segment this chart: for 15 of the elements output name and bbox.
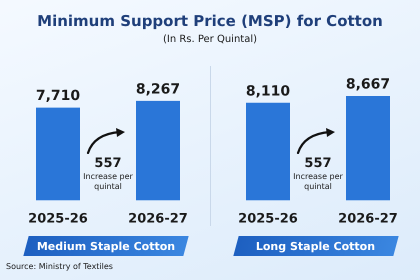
data-label: 8,667 <box>346 76 390 93</box>
x-tick-label: 2025-26 <box>28 212 88 227</box>
x-tick-label: 2026-27 <box>128 212 188 227</box>
data-label: 8,267 <box>136 82 180 98</box>
chart-subtitle: (In Rs. Per Quintal) <box>162 34 258 45</box>
annotation: 557 Increase per quintal <box>82 156 134 192</box>
data-label: 7,710 <box>36 88 80 104</box>
source-note: Source: Ministry of Textiles <box>6 262 113 271</box>
data-label: 8,110 <box>246 83 290 100</box>
x-tick-label: 2026-27 <box>338 212 398 227</box>
x-axis-title: Medium Staple Cotton <box>36 240 176 252</box>
chart-title: Minimum Support Price (MSP) for Cotton <box>36 12 384 30</box>
annotation: 557 Increase per quintal <box>292 156 344 192</box>
x-tick-label: 2025-26 <box>238 212 298 227</box>
x-axis-title: Long Staple Cotton <box>256 240 376 252</box>
